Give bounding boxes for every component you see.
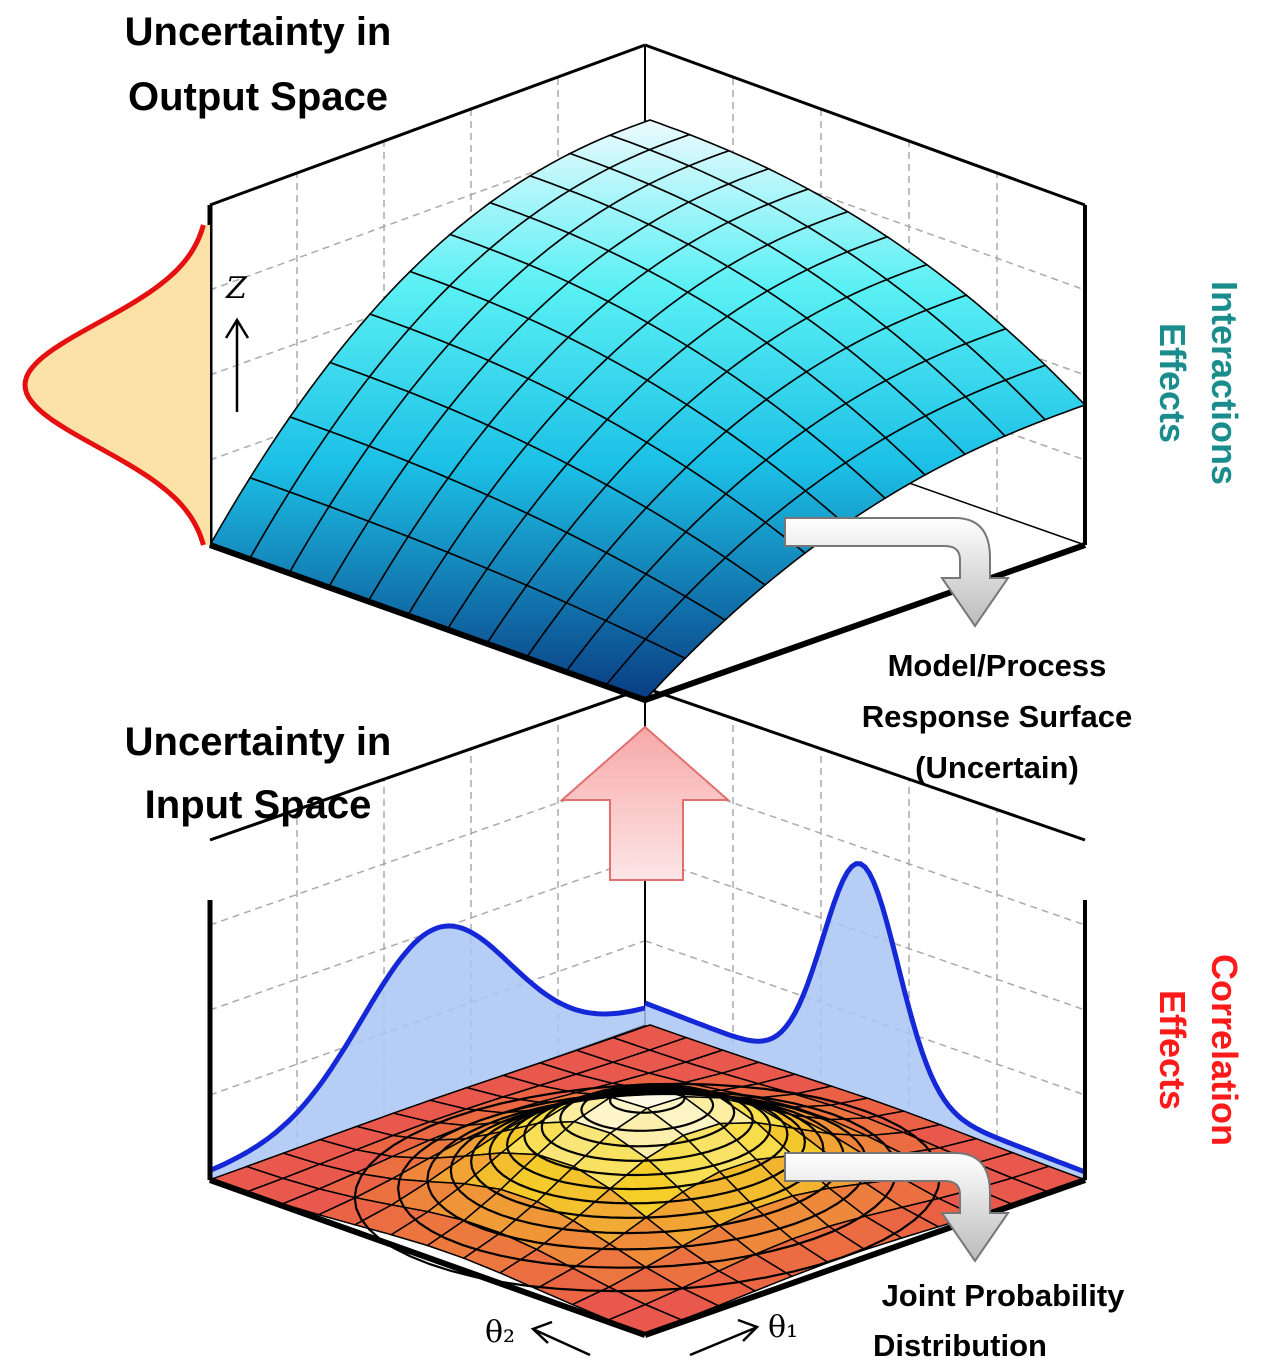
side-label: Effects	[1152, 990, 1193, 1110]
line	[535, 1330, 590, 1355]
axis-label: Z	[225, 271, 248, 306]
title: Output Space	[128, 75, 388, 119]
flow-arrow	[562, 727, 728, 880]
side-label: Interactions	[1204, 281, 1245, 485]
side-label: Effects	[1152, 323, 1193, 443]
label: Response Surface	[862, 699, 1133, 734]
output-pdf-fill	[25, 225, 210, 545]
label: Joint Probability	[882, 1278, 1126, 1313]
title: Uncertainty in	[125, 10, 392, 54]
diagram: Uncertainty in Output Space Uncertainty …	[0, 0, 1271, 1362]
label: Model/Process	[888, 648, 1107, 683]
title: Uncertainty in	[125, 720, 392, 764]
axis-label: θ₁	[768, 1310, 798, 1345]
title: Input Space	[145, 783, 372, 827]
label: Distribution	[873, 1328, 1047, 1362]
axis-label: θ₂	[485, 1315, 515, 1350]
label: (Uncertain)	[915, 750, 1079, 785]
side-label: Correlation	[1204, 954, 1245, 1146]
line	[690, 1328, 755, 1355]
